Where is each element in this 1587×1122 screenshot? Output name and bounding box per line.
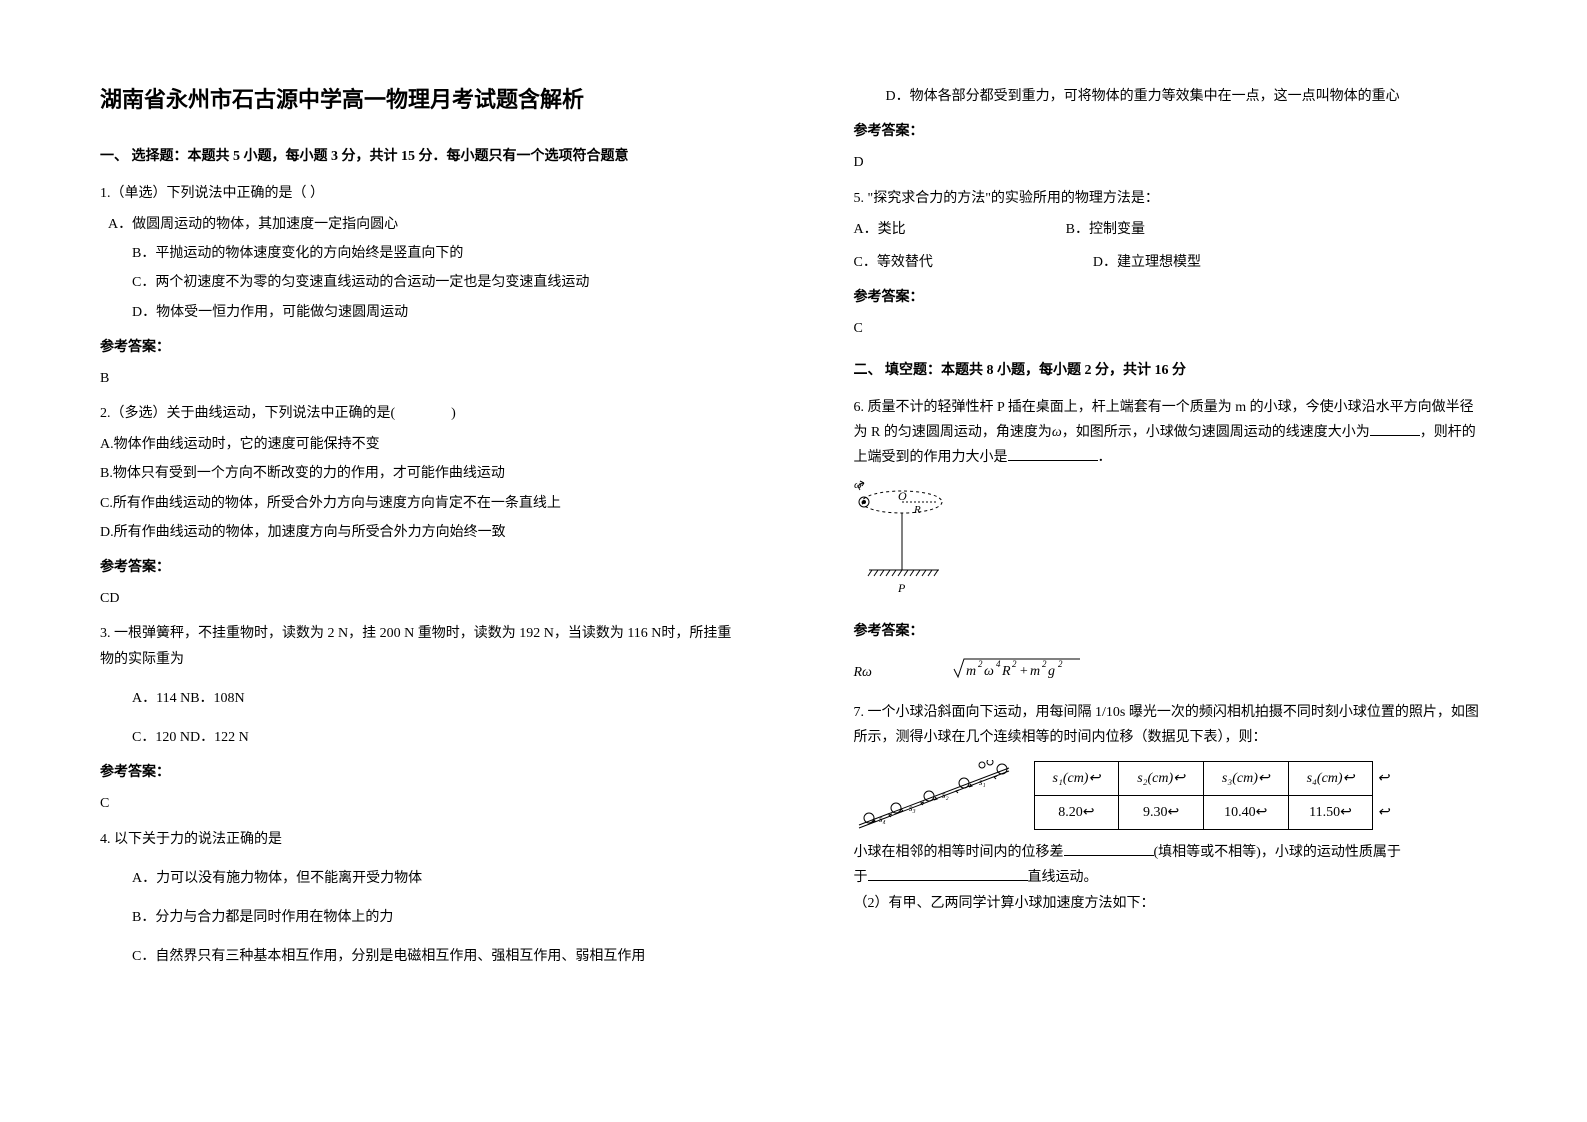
svg-text:4: 4 [996,659,1001,669]
q6-diagram-R: R [913,504,921,516]
q3-option-b: B．108N [190,691,244,706]
q7-sub1: 小球在相邻的相等时间内的位移差 (填相等或不相等)，小球的运动性质属于 [854,840,1488,865]
question-7: 7. 一个小球沿斜面向下运动，用每间隔 1/10s 曝光一次的频闪相机拍摄不同时… [854,700,1488,750]
q1-option-b: B．平抛运动的物体速度变化的方向始终是竖直向下的 [100,241,734,266]
question-1: 1.（单选）下列说法中正确的是（ ） A．做圆周运动的物体，其加速度一定指向圆心… [100,181,734,325]
q6-blank-2 [1008,447,1098,461]
section-1-title: 一、 选择题：本题共 5 小题，每小题 3 分，共计 15 分．每小题只有一个选… [100,144,734,169]
q7-th-2: s₂(cm)↩ [1119,761,1204,795]
q5-stem: 5. "探究求合力的方法"的实验所用的物理方法是： [854,186,1488,211]
svg-text:s₃: s₃ [909,803,916,813]
q7-sub1-line2: 于 直线运动。 [854,865,1488,890]
q1-answer-label: 参考答案： [100,335,734,360]
question-5: 5. "探究求合力的方法"的实验所用的物理方法是： A．类比 B．控制变量 C．… [854,186,1488,276]
svg-text:m: m [1030,664,1040,679]
svg-text:s₂: s₂ [942,790,949,800]
q6-diagram-P: P [897,581,906,595]
q6-formula-right: m 2 ω 4 R 2 + m 2 g 2 [952,655,1082,690]
q3-answer: C [100,791,734,816]
q2-option-c: C.所有作曲线运动的物体，所受合外力方向与速度方向肯定不在一条直线上 [100,491,734,516]
q7-table: s₁(cm)↩ s₂(cm)↩ s₃(cm)↩ s₄(cm)↩ ↩ 8.20↩ … [1034,761,1395,830]
q6-diagram-O: O [898,489,907,503]
q6-diagram: O R ω P [854,480,1488,609]
q7-sub1-c: 直线运动。 [1028,870,1098,885]
q6-diagram-omega: ω [854,480,862,491]
q2-option-a: A.物体作曲线运动时，它的速度可能保持不变 [100,432,734,457]
svg-text:2: 2 [1042,659,1047,669]
q3-option-d: D．122 N [190,730,249,745]
q5-answer: C [854,316,1488,341]
svg-text:2: 2 [978,659,983,669]
q1-answer: B [100,366,734,391]
svg-text:s₁: s₁ [979,777,986,787]
q1-stem: 1.（单选）下列说法中正确的是（ ） [100,181,734,206]
q7-th-end: ↩ [1373,761,1394,795]
q7-th-1: s₁(cm)↩ [1034,761,1119,795]
svg-text:s₄: s₄ [879,814,886,824]
q5-option-a: A．类比 [854,217,906,242]
q7-diagram: s₄ s₃ s₂ s₁ [854,760,1014,830]
svg-text:R: R [1001,664,1011,679]
q7-blank-1 [1064,842,1154,856]
q3-answer-label: 参考答案： [100,760,734,785]
svg-text:+: + [1019,664,1028,679]
q7-figure-and-table: s₄ s₃ s₂ s₁ s₁(cm)↩ s₂(cm)↩ s₃(cm)↩ s₄(c… [854,760,1488,830]
q4-option-a: A．力可以没有施力物体，但不能离开受力物体 [100,866,734,891]
q2-option-d: D.所有作曲线运动的物体，加速度方向与所受合外力方向始终一致 [100,520,734,545]
q6-blank-1 [1370,422,1420,436]
q2-option-b: B.物体只有受到一个方向不断改变的力的作用，才可能作曲线运动 [100,461,734,486]
q4-answer-label: 参考答案： [854,119,1488,144]
q2-answer: CD [100,586,734,611]
q6-answer: Rω m 2 ω 4 R 2 + m 2 g 2 [854,655,1488,690]
question-3: 3. 一根弹簧秤，不挂重物时，读数为 2 N，挂 200 N 重物时，读数为 1… [100,621,734,750]
q2-stem: 2.（多选）关于曲线运动，下列说法中正确的是( ) [100,401,734,426]
q7-th-4: s₄(cm)↩ [1288,761,1373,795]
q4-answer: D [854,150,1488,175]
q5-option-c: C．等效替代 [854,250,933,275]
q3-option-a: A．114 N [132,691,190,706]
q7-sub2: （2）有甲、乙两同学计算小球加速度方法如下： [854,891,1488,916]
svg-text:g: g [1048,664,1055,679]
q7-td-end: ↩ [1373,796,1394,830]
q7-blank-2 [868,867,1028,881]
q4-stem: 4. 以下关于力的说法正确的是 [100,827,734,852]
q1-option-d: D．物体受一恒力作用，可能做匀速圆周运动 [100,300,734,325]
svg-text:ω: ω [984,664,994,679]
q6-diagram-ground [868,570,939,576]
q7-sub1-yu: 于 [854,870,868,885]
q7-td-2: 9.30↩ [1119,796,1204,830]
q6-formula-left: Rω [854,660,872,685]
section-2-title: 二、 填空题：本题共 8 小题，每小题 2 分，共计 16 分 [854,358,1488,383]
svg-text:2: 2 [1012,659,1017,669]
q6-stem-d: ． [1098,450,1112,465]
q4-option-c: C．自然界只有三种基本相互作用，分别是电磁相互作用、强相互作用、弱相互作用 [100,944,734,969]
q6-stem-b: ，如图所示，小球做匀速圆周运动的线速度大小为 [1062,425,1370,440]
q3-stem: 3. 一根弹簧秤，不挂重物时，读数为 2 N，挂 200 N 重物时，读数为 1… [100,621,734,671]
q4-option-d: D．物体各部分都受到重力，可将物体的重力等效集中在一点，这一点叫物体的重心 [854,84,1488,109]
q5-option-b: B．控制变量 [1066,217,1145,242]
q5-answer-label: 参考答案： [854,285,1488,310]
question-6: 6. 质量不计的轻弹性杆 P 插在桌面上，杆上端套有一个质量为 m 的小球，今使… [854,395,1488,471]
question-2: 2.（多选）关于曲线运动，下列说法中正确的是( ) A.物体作曲线运动时，它的速… [100,401,734,545]
q7-th-3: s₃(cm)↩ [1203,761,1288,795]
q7-stem: 7. 一个小球沿斜面向下运动，用每间隔 1/10s 曝光一次的频闪相机拍摄不同时… [854,700,1488,750]
q1-option-a: A．做圆周运动的物体，其加速度一定指向圆心 [100,212,734,237]
q6-omega: ω [1052,425,1062,440]
q7-td-4: 11.50↩ [1288,796,1373,830]
q7-td-1: 8.20↩ [1034,796,1119,830]
question-4: 4. 以下关于力的说法正确的是 A．力可以没有施力物体，但不能离开受力物体 B．… [100,827,734,970]
q3-option-c: C．120 N [132,730,190,745]
q7-sub1-b: (填相等或不相等)，小球的运动性质属于 [1154,845,1401,860]
q1-option-c: C．两个初速度不为零的匀变速直线运动的合运动一定也是匀变速直线运动 [100,270,734,295]
q7-sub1-a: 小球在相邻的相等时间内的位移差 [854,845,1064,860]
q6-stem: 6. 质量不计的轻弹性杆 P 插在桌面上，杆上端套有一个质量为 m 的小球，今使… [854,395,1488,471]
svg-text:m: m [966,664,976,679]
q5-option-d: D．建立理想模型 [1093,250,1201,275]
page-title: 湖南省永州市石古源中学高一物理月考试题含解析 [100,80,734,120]
q6-answer-label: 参考答案： [854,619,1488,644]
q7-td-3: 10.40↩ [1203,796,1288,830]
q4-option-b: B．分力与合力都是同时作用在物体上的力 [100,905,734,930]
q2-answer-label: 参考答案： [100,555,734,580]
svg-text:2: 2 [1058,659,1063,669]
